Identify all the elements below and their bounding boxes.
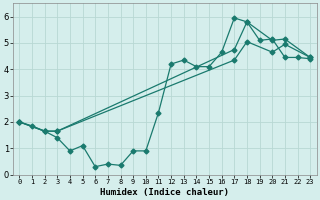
X-axis label: Humidex (Indice chaleur): Humidex (Indice chaleur): [100, 188, 229, 197]
